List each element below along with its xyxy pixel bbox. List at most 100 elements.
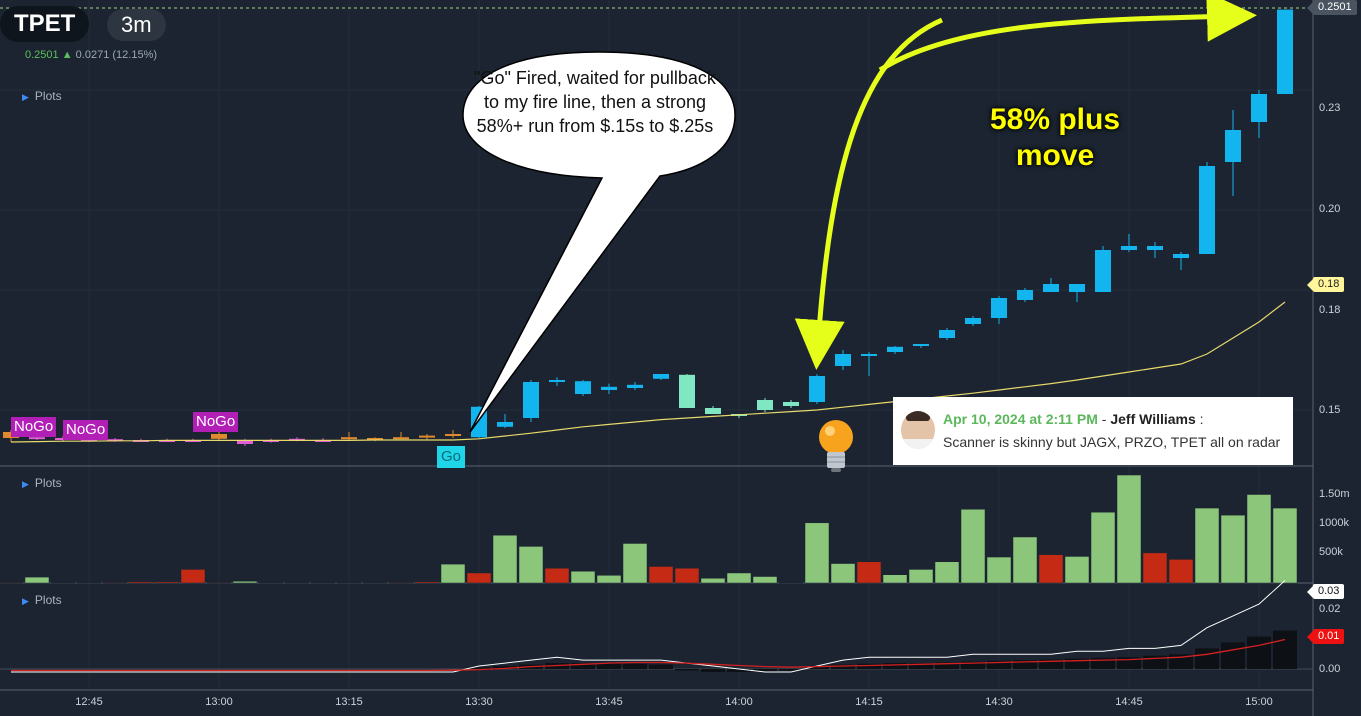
volume-bar (752, 576, 778, 584)
time-tick: 14:15 (855, 696, 883, 708)
volume-plots-toggle[interactable]: ▶ Plots (22, 476, 62, 490)
plots-label: Plots (34, 476, 62, 490)
volume-bar (1116, 474, 1142, 584)
volume-bar (596, 575, 622, 584)
volume-bar (648, 566, 674, 584)
volume-bar (544, 568, 570, 584)
indicator-tick: 0.00 (1319, 663, 1341, 675)
volume-bar (102, 582, 128, 584)
candle (913, 344, 929, 346)
volume-bar (934, 561, 960, 584)
candle (653, 374, 669, 379)
candle (237, 440, 253, 444)
volume-bar (128, 581, 154, 584)
volume-bar (960, 509, 986, 584)
candle (705, 408, 721, 414)
volume-bar (1064, 556, 1090, 584)
move-annotation: 58% plus move (989, 103, 1121, 172)
last-price-badge: 0.2501 (1307, 0, 1357, 15)
triangle-right-icon: ▶ (22, 92, 29, 102)
histogram-bar (727, 669, 751, 672)
volume-bar (1246, 494, 1272, 584)
time-tick: 14:00 (725, 696, 753, 708)
volume-bar (856, 561, 882, 584)
note-date: Apr 10, 2024 at 2:11 PM (943, 411, 1098, 427)
volume-bar (1038, 554, 1064, 584)
chat-note[interactable]: Apr 10, 2024 at 2:11 PM - Jeff Williams … (893, 397, 1293, 465)
volume-bar (180, 569, 206, 584)
histogram-bar (493, 666, 517, 669)
volume-bar (518, 546, 544, 584)
timeframe-selector[interactable]: 3m (107, 9, 166, 41)
volume-tick: 1000k (1319, 517, 1349, 529)
bubble-text: "Go" Fired, waited for pullback to my fi… (474, 68, 716, 136)
volume-bar (388, 582, 414, 584)
volume-bar (726, 572, 752, 584)
volume-bar (466, 572, 492, 584)
indicator-histogram (467, 630, 1297, 672)
candle (809, 376, 825, 402)
volume-bar (206, 582, 232, 584)
volume-bar (986, 556, 1012, 584)
last-price: 0.2501 (25, 49, 59, 61)
candle (1095, 250, 1111, 292)
candle (1277, 9, 1293, 95)
candle (1043, 284, 1059, 292)
volume-bar (1220, 514, 1246, 584)
candle (679, 374, 695, 408)
plots-label: Plots (34, 89, 62, 103)
indicator-plots-toggle[interactable]: ▶ Plots (22, 593, 62, 607)
histogram-bar (961, 661, 985, 669)
candle (1147, 246, 1163, 250)
histogram-bar (987, 660, 1011, 669)
candle (445, 434, 461, 436)
price-quote: 0.2501 ▲ 0.0271 (12.15%) (25, 49, 157, 61)
volume-bars (0, 474, 1298, 584)
indicator-signal-line (11, 638, 1286, 672)
candle (419, 435, 435, 438)
histogram-bar (701, 669, 725, 672)
arrow-right-icon (878, 0, 1257, 73)
histogram-bar (857, 663, 881, 669)
price-change: 0.0271 (12.15%) (75, 49, 158, 61)
candle (991, 298, 1007, 318)
volume-bar (1142, 552, 1168, 584)
volume-bar (908, 569, 934, 584)
candle (783, 402, 799, 406)
volume-bar (440, 563, 466, 584)
arrow-up-icon: ▲ (61, 49, 73, 61)
time-tick: 13:15 (335, 696, 363, 708)
candle (1225, 130, 1241, 162)
volume-bar (570, 570, 596, 584)
volume-bar (1090, 511, 1116, 584)
go-signal: Go (437, 446, 466, 468)
avatar (901, 411, 935, 449)
candle (1017, 290, 1033, 300)
histogram-bar (779, 669, 803, 671)
price-tick: 0.15 (1319, 404, 1341, 416)
candle (601, 386, 617, 390)
time-tick: 13:00 (205, 696, 233, 708)
candle (835, 354, 851, 366)
ticker-symbol[interactable]: TPET (0, 6, 90, 42)
volume-bar (830, 563, 856, 584)
histogram-bar (935, 662, 959, 669)
plots-label: Plots (34, 593, 62, 607)
speech-bubble (462, 51, 736, 433)
volume-tick: 1.50m (1319, 488, 1350, 500)
candle (211, 434, 227, 439)
histogram-bar (909, 663, 933, 669)
volume-bar (0, 582, 24, 584)
price-plots-toggle[interactable]: ▶ Plots (22, 89, 62, 103)
histogram-bar (1039, 659, 1063, 669)
candle (1199, 166, 1215, 254)
histogram-bar (623, 663, 647, 669)
histogram-bar (883, 663, 907, 669)
histogram-bar (1247, 636, 1271, 669)
candle (965, 318, 981, 324)
triangle-right-icon: ▶ (22, 596, 29, 606)
note-message: Scanner is skinny but JAGX, PRZO, TPET a… (943, 434, 1281, 450)
candle (1251, 94, 1267, 122)
moving-average-line (10, 301, 1286, 443)
